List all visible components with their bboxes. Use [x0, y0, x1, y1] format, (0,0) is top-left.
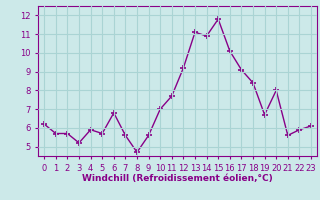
X-axis label: Windchill (Refroidissement éolien,°C): Windchill (Refroidissement éolien,°C) — [82, 174, 273, 183]
